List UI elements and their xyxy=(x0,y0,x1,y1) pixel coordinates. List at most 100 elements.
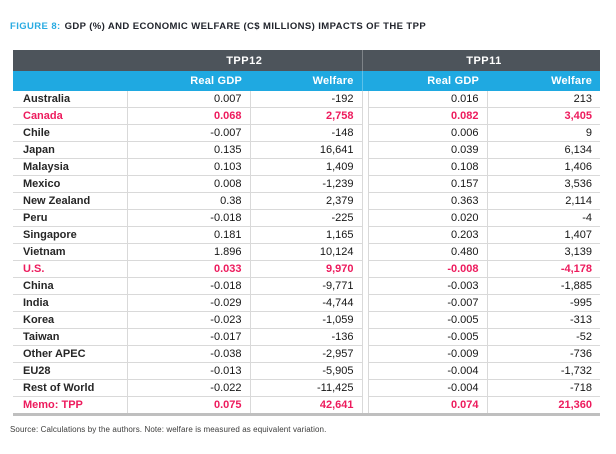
table-row: India -0.029 -4,744 -0.007 -995 xyxy=(13,294,601,312)
value-cell: -52 xyxy=(487,328,601,346)
value-cell: -136 xyxy=(250,328,363,346)
row-label: Peru xyxy=(13,209,128,227)
value-cell: -0.007 xyxy=(368,294,488,312)
table-row: Canada 0.068 2,758 0.082 3,405 xyxy=(13,107,601,125)
group-gap-cell xyxy=(362,124,369,142)
value-cell: -225 xyxy=(250,209,363,227)
group-gap-cell xyxy=(362,91,369,108)
value-cell: 0.103 xyxy=(127,158,251,176)
table-row: Malaysia 0.103 1,409 0.108 1,406 xyxy=(13,158,601,176)
value-cell: -0.018 xyxy=(127,277,251,295)
value-cell: -0.013 xyxy=(127,362,251,380)
value-cell: 3,405 xyxy=(487,107,601,125)
value-cell: 0.082 xyxy=(368,107,488,125)
row-label: Canada xyxy=(13,107,128,125)
value-cell: -0.038 xyxy=(127,345,251,363)
table-row: U.S. 0.033 9,970 -0.008 -4,178 xyxy=(13,260,601,278)
row-label: Australia xyxy=(13,91,128,108)
group-gap-cell xyxy=(362,294,369,312)
value-cell: 10,124 xyxy=(250,243,363,261)
value-cell: -1,059 xyxy=(250,311,363,329)
value-cell: 16,641 xyxy=(250,141,363,159)
table-row: Korea -0.023 -1,059 -0.005 -313 xyxy=(13,311,601,329)
value-cell: -4,178 xyxy=(487,260,601,278)
value-cell: -0.005 xyxy=(368,328,488,346)
table-row: Rest of World -0.022 -11,425 -0.004 -718 xyxy=(13,379,601,397)
group-gap-cell xyxy=(362,209,369,227)
row-label: Japan xyxy=(13,141,128,159)
row-label: Mexico xyxy=(13,175,128,193)
value-cell: 1,409 xyxy=(250,158,363,176)
table-row: New Zealand 0.38 2,379 0.363 2,114 xyxy=(13,192,601,210)
value-cell: 1,406 xyxy=(487,158,601,176)
table-row: Chile -0.007 -148 0.006 9 xyxy=(13,124,601,142)
group-gap-cell xyxy=(362,192,369,210)
figure-title: FIGURE 8: GDP (%) AND ECONOMIC WELFARE (C… xyxy=(10,21,426,32)
group-gap-cell xyxy=(362,396,369,416)
group-gap-cell xyxy=(362,243,369,261)
table-row: Singapore 0.181 1,165 0.203 1,407 xyxy=(13,226,601,244)
value-cell: 0.007 xyxy=(127,91,251,108)
table-row: Vietnam 1.896 10,124 0.480 3,139 xyxy=(13,243,601,261)
group-gap-cell xyxy=(362,226,369,244)
table-body: Australia 0.007 -192 0.016 213 Canada 0.068 2,7… xyxy=(13,91,601,416)
value-cell: 42,641 xyxy=(250,396,363,416)
value-cell: -0.008 xyxy=(368,260,488,278)
row-label: Malaysia xyxy=(13,158,128,176)
row-label: Vietnam xyxy=(13,243,128,261)
value-cell: -0.007 xyxy=(127,124,251,142)
row-label: China xyxy=(13,277,128,295)
value-cell: 1,407 xyxy=(487,226,601,244)
group-gap-cell xyxy=(362,362,369,380)
value-cell: -0.023 xyxy=(127,311,251,329)
value-cell: 6,134 xyxy=(487,141,601,159)
row-label: New Zealand xyxy=(13,192,128,210)
value-cell: 0.203 xyxy=(368,226,488,244)
figure-label: FIGURE 8: xyxy=(10,21,61,32)
value-cell: 0.008 xyxy=(127,175,251,193)
value-cell: 0.039 xyxy=(368,141,488,159)
value-cell: 0.135 xyxy=(127,141,251,159)
group-header-empty xyxy=(13,50,127,71)
row-label: Chile xyxy=(13,124,128,142)
table-row: Mexico 0.008 -1,239 0.157 3,536 xyxy=(13,175,601,193)
col-header-empty xyxy=(13,71,127,91)
value-cell: -0.022 xyxy=(127,379,251,397)
value-cell: 0.075 xyxy=(127,396,251,416)
group-header-row: TPP12 TPP11 xyxy=(13,50,601,71)
col-header-realgdp-tpp12: Real GDP xyxy=(127,71,250,91)
value-cell: -148 xyxy=(250,124,363,142)
group-gap-cell xyxy=(362,277,369,295)
table-row: Japan 0.135 16,641 0.039 6,134 xyxy=(13,141,601,159)
value-cell: -9,771 xyxy=(250,277,363,295)
value-cell: -0.029 xyxy=(127,294,251,312)
col-header-gap xyxy=(361,71,369,91)
row-label: Memo: TPP xyxy=(13,396,128,416)
table-row: Memo: TPP 0.075 42,641 0.074 21,360 xyxy=(13,396,601,416)
group-gap-cell xyxy=(362,328,369,346)
table-row: EU28 -0.013 -5,905 -0.004 -1,732 xyxy=(13,362,601,380)
value-cell: 2,379 xyxy=(250,192,363,210)
group-gap-cell xyxy=(362,379,369,397)
value-cell: -0.004 xyxy=(368,362,488,380)
table-row: China -0.018 -9,771 -0.003 -1,885 xyxy=(13,277,601,295)
group-gap-cell xyxy=(362,311,369,329)
value-cell: -0.003 xyxy=(368,277,488,295)
group-header-tpp12: TPP12 xyxy=(127,50,363,71)
col-header-welfare-tpp12: Welfare xyxy=(250,71,363,91)
value-cell: -11,425 xyxy=(250,379,363,397)
value-cell: -0.018 xyxy=(127,209,251,227)
group-gap-cell xyxy=(362,175,369,193)
value-cell: -736 xyxy=(487,345,601,363)
table-row: Australia 0.007 -192 0.016 213 xyxy=(13,91,601,108)
value-cell: 0.020 xyxy=(368,209,488,227)
row-label: Singapore xyxy=(13,226,128,244)
table-row: Peru -0.018 -225 0.020 -4 xyxy=(13,209,601,227)
row-label: India xyxy=(13,294,128,312)
column-header-row: Real GDP Welfare Real GDP Welfare xyxy=(13,71,601,91)
group-gap-cell xyxy=(362,107,369,125)
value-cell: 0.033 xyxy=(127,260,251,278)
row-label: Taiwan xyxy=(13,328,128,346)
value-cell: 9,970 xyxy=(250,260,363,278)
row-label: Korea xyxy=(13,311,128,329)
